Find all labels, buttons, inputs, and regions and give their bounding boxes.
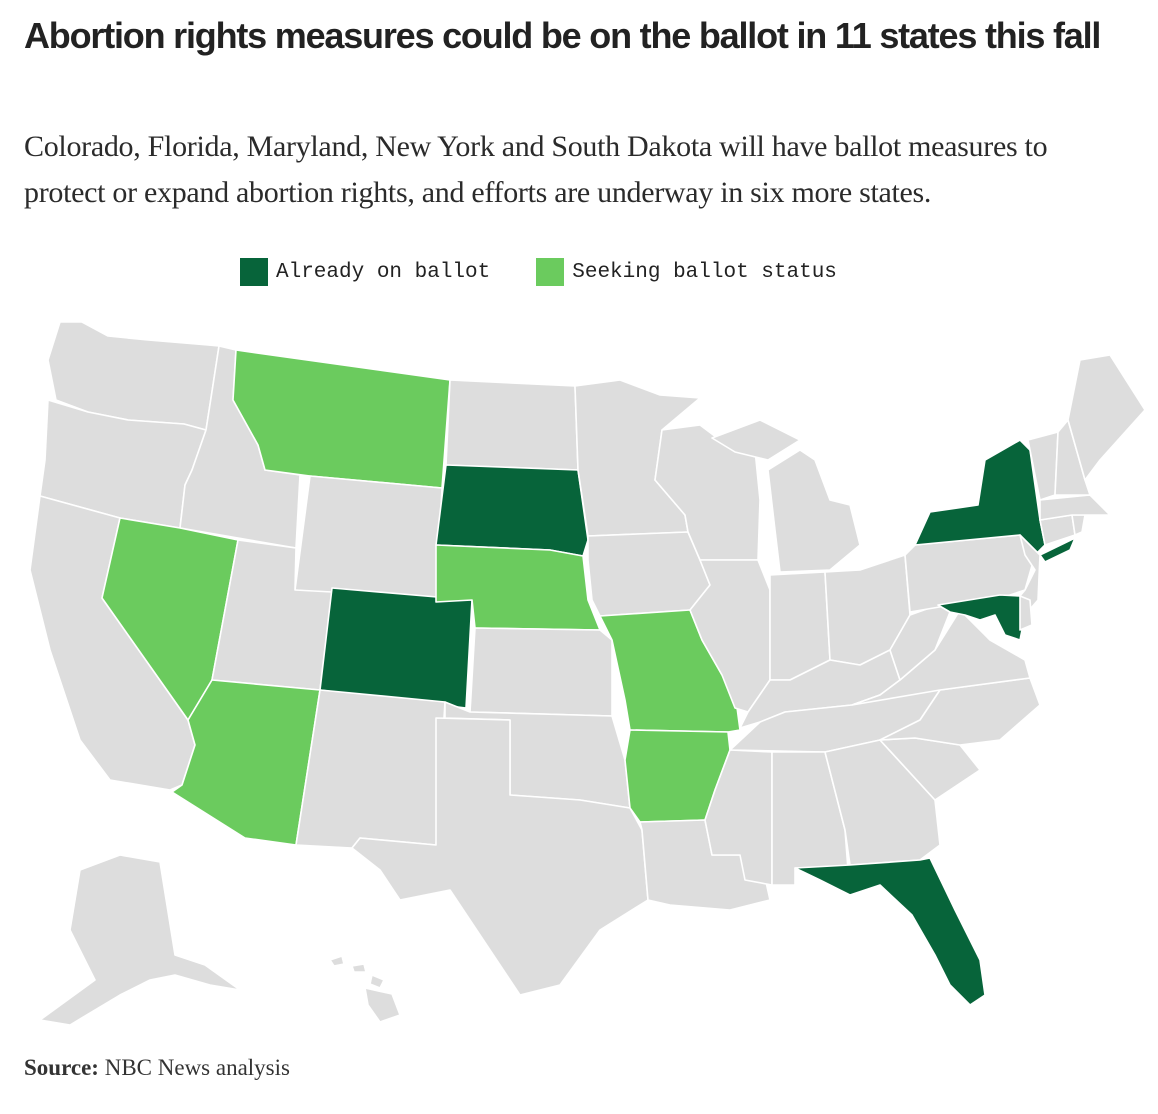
state-new-mexico[interactable] xyxy=(295,689,446,849)
state-new-hampshire[interactable] xyxy=(1054,419,1091,496)
headline: Abortion rights measures could be on the… xyxy=(24,15,1101,56)
us-map xyxy=(29,321,1146,1026)
legend-label-on-ballot: Already on ballot xyxy=(276,260,491,284)
state-wyoming[interactable] xyxy=(294,475,443,603)
source-text: NBC News analysis xyxy=(104,1055,290,1080)
state-hawaii[interactable] xyxy=(329,955,401,1023)
state-maryland[interactable] xyxy=(937,594,1026,641)
state-south-dakota[interactable] xyxy=(435,464,589,557)
state-alaska[interactable] xyxy=(39,854,241,1026)
state-colorado[interactable] xyxy=(319,587,473,709)
state-florida[interactable] xyxy=(794,857,986,1006)
state-delaware[interactable] xyxy=(1019,595,1033,631)
state-north-carolina[interactable] xyxy=(879,677,1041,746)
source-note: Source: NBC News analysis xyxy=(24,1055,290,1081)
legend-swatch-on-ballot xyxy=(240,258,268,286)
state-montana[interactable] xyxy=(232,349,451,489)
state-north-dakota[interactable] xyxy=(445,379,579,471)
state-mississippi[interactable] xyxy=(704,749,773,886)
legend-item-seeking: Seeking ballot status xyxy=(536,258,837,286)
state-illinois[interactable] xyxy=(689,559,771,713)
dek: Colorado, Florida, Maryland, New York an… xyxy=(24,130,1048,209)
state-michigan[interactable] xyxy=(711,419,861,573)
state-texas[interactable] xyxy=(351,717,649,996)
state-virginia[interactable] xyxy=(851,609,1031,706)
state-maine[interactable] xyxy=(1067,354,1146,481)
state-kansas[interactable] xyxy=(469,627,613,717)
state-iowa[interactable] xyxy=(587,531,711,617)
legend-swatch-seeking xyxy=(536,258,565,286)
legend-label-seeking: Seeking ballot status xyxy=(572,260,837,284)
state-rhode-island[interactable] xyxy=(1071,514,1086,536)
legend: Already on ballot Seeking ballot status xyxy=(240,257,883,287)
source-label: Source: xyxy=(24,1055,99,1080)
legend-item-on-ballot: Already on ballot xyxy=(240,258,490,286)
